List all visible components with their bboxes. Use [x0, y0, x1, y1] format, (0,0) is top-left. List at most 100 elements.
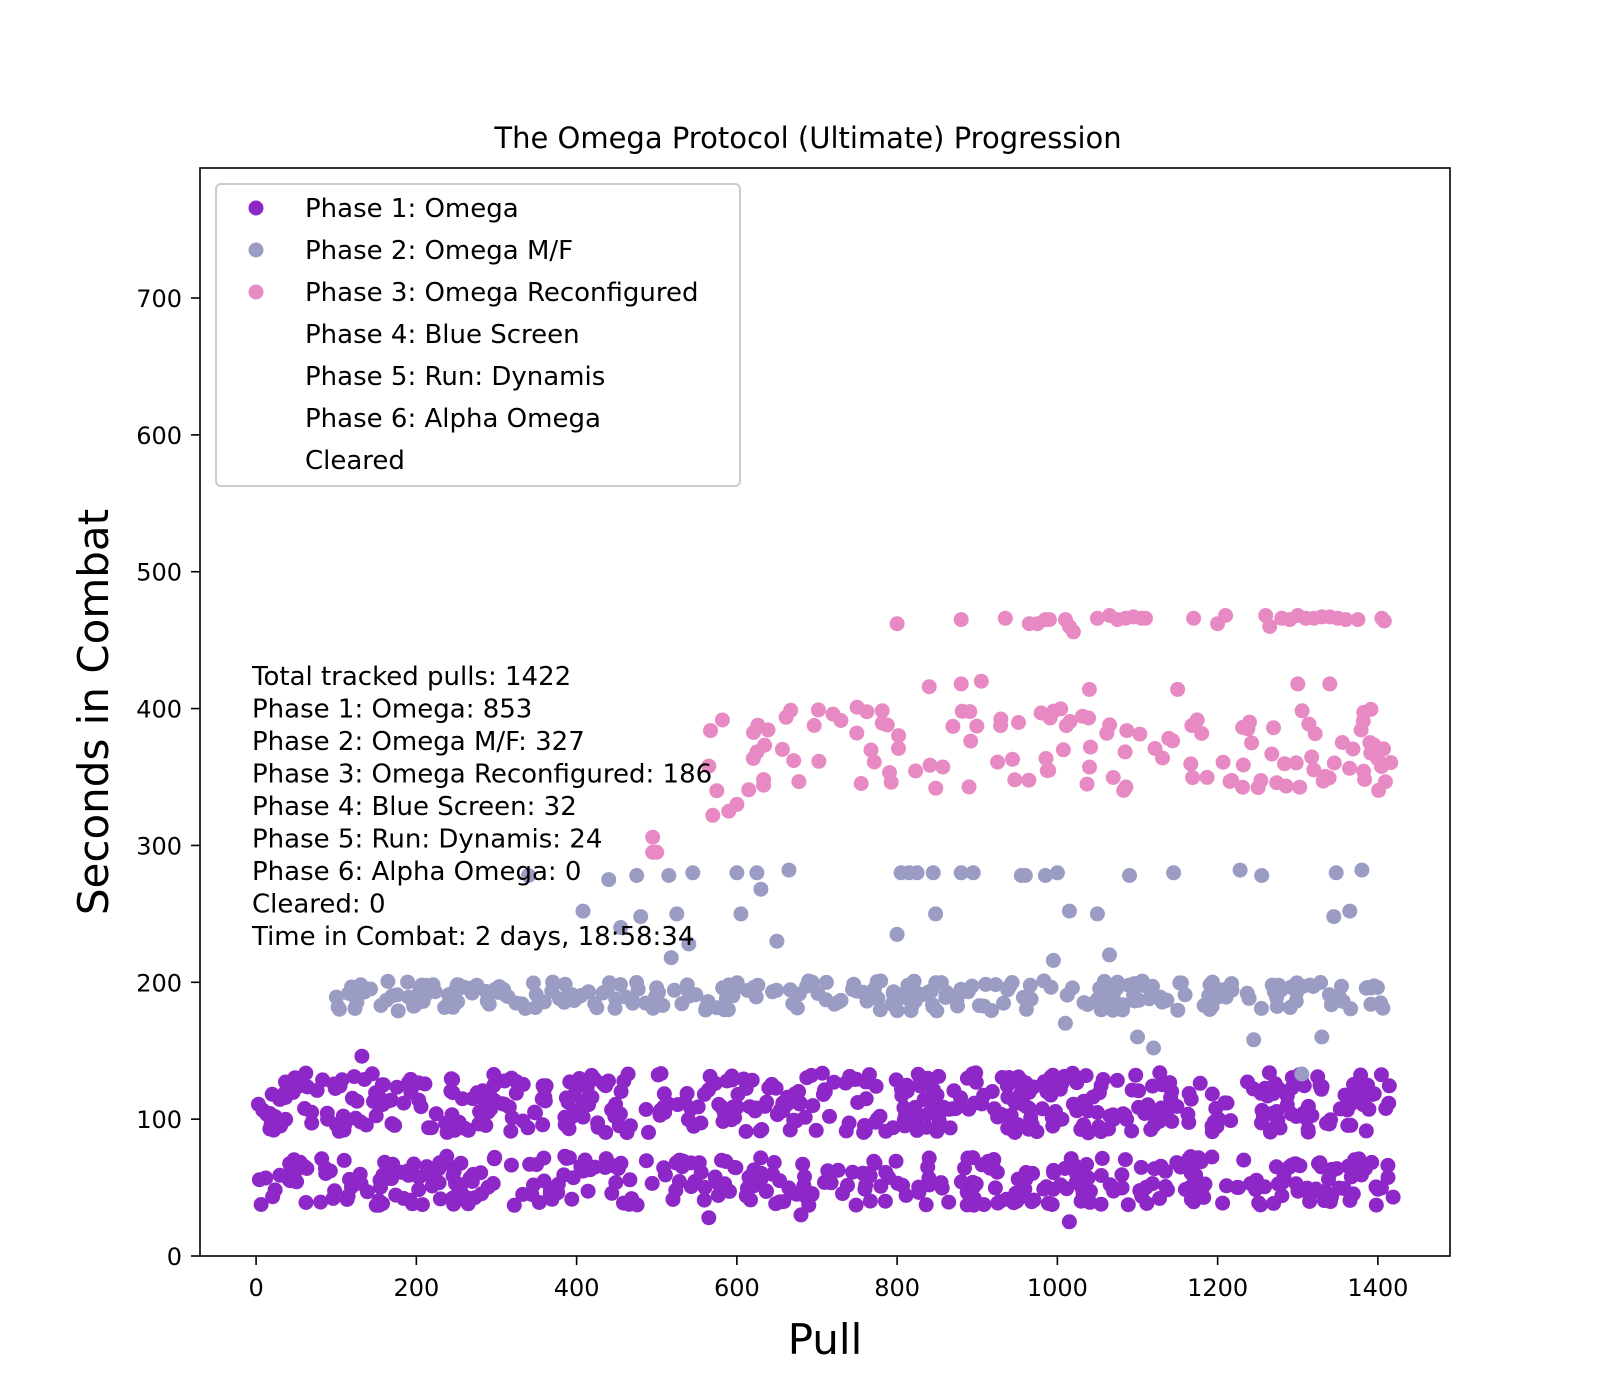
data-point — [781, 862, 797, 878]
data-point — [766, 1155, 782, 1170]
data-point — [1153, 1100, 1169, 1116]
data-point — [1232, 862, 1248, 878]
x-tick-label: 400 — [554, 1274, 600, 1302]
data-point — [1180, 1106, 1196, 1122]
data-point — [445, 1168, 461, 1184]
data-point — [1243, 1176, 1259, 1192]
x-tick-label: 800 — [874, 1274, 920, 1302]
data-point — [1326, 909, 1342, 925]
data-point — [443, 1071, 459, 1087]
data-point — [1375, 1000, 1391, 1016]
data-point — [503, 1123, 519, 1139]
data-point — [1289, 975, 1305, 991]
data-point — [517, 1000, 533, 1016]
data-point — [1114, 1167, 1130, 1183]
data-point — [638, 1153, 654, 1169]
data-point — [1204, 1086, 1220, 1102]
data-point — [1192, 1075, 1208, 1091]
data-point — [638, 1102, 654, 1117]
data-point — [818, 992, 834, 1008]
data-point — [304, 1104, 320, 1120]
data-point — [1322, 676, 1338, 692]
data-point — [833, 992, 849, 1008]
data-point — [1147, 741, 1163, 756]
data-point — [925, 997, 941, 1013]
data-point — [862, 1193, 878, 1209]
data-point — [1381, 1078, 1397, 1094]
data-point — [390, 1003, 406, 1019]
data-point — [822, 1108, 837, 1124]
data-point — [300, 1079, 315, 1095]
data-point — [1093, 1078, 1109, 1094]
data-point — [681, 985, 697, 1001]
data-point — [1137, 1106, 1153, 1121]
data-point — [1305, 979, 1321, 994]
data-point — [622, 1172, 638, 1188]
data-point — [1335, 993, 1351, 1009]
data-point — [1288, 993, 1304, 1009]
data-point — [1254, 868, 1270, 883]
data-point — [747, 1103, 763, 1119]
data-point — [934, 1180, 950, 1196]
data-point — [629, 868, 645, 883]
data-point — [1152, 1191, 1167, 1206]
data-point — [974, 1096, 990, 1112]
data-point — [1052, 1081, 1068, 1097]
data-point — [1218, 608, 1234, 623]
annotation-line: Phase 3: Omega Reconfigured: 186 — [252, 760, 712, 790]
x-axis-label: Pull — [788, 1315, 863, 1364]
data-point — [1241, 990, 1257, 1006]
annotation-line: Phase 4: Blue Screen: 32 — [252, 792, 577, 822]
data-point — [1042, 710, 1058, 726]
plot-frame — [199, 167, 1451, 1257]
data-point — [1105, 770, 1121, 785]
data-point — [907, 1099, 923, 1115]
data-point — [527, 1104, 543, 1120]
data-point — [942, 1120, 958, 1136]
data-point — [1254, 1115, 1269, 1131]
data-point — [1321, 1116, 1337, 1132]
data-point — [1185, 770, 1201, 786]
data-point — [1331, 1180, 1347, 1196]
data-point — [1269, 990, 1285, 1006]
data-point — [1370, 1181, 1386, 1197]
data-point — [411, 1182, 427, 1198]
legend-entry: Phase 2: Omega M/F — [305, 236, 573, 266]
data-point — [791, 986, 807, 1002]
data-point — [1266, 1195, 1282, 1211]
legend-entry: Phase 6: Alpha Omega — [305, 404, 601, 434]
data-point — [1235, 779, 1251, 795]
data-point — [1057, 1015, 1073, 1031]
data-point — [921, 1150, 937, 1166]
data-point — [1018, 1001, 1034, 1017]
data-point — [855, 1165, 871, 1181]
data-point — [328, 989, 344, 1005]
data-point — [753, 1165, 769, 1181]
data-point — [814, 1065, 830, 1081]
data-point — [727, 1110, 743, 1126]
data-point — [1369, 980, 1385, 995]
data-point — [728, 1160, 744, 1176]
data-point — [1231, 1180, 1247, 1195]
data-point — [1183, 1165, 1199, 1181]
data-point — [407, 997, 423, 1013]
data-point — [1093, 1196, 1109, 1212]
data-point — [1345, 741, 1361, 757]
data-point — [769, 933, 785, 949]
data-point — [649, 844, 665, 860]
data-point — [701, 758, 717, 774]
data-point — [1235, 757, 1251, 773]
data-point — [825, 706, 841, 722]
data-point — [497, 1073, 513, 1089]
data-point — [1164, 1113, 1180, 1129]
data-point — [560, 1094, 576, 1110]
data-point — [389, 1079, 405, 1095]
data-point — [906, 973, 922, 989]
x-tick-label: 0 — [248, 1274, 263, 1302]
data-point — [1328, 865, 1344, 881]
data-point — [953, 612, 969, 628]
legend-entry: Phase 3: Omega Reconfigured — [305, 278, 699, 308]
data-point — [877, 1193, 893, 1209]
data-point — [1338, 612, 1354, 628]
data-point — [1312, 1077, 1328, 1093]
